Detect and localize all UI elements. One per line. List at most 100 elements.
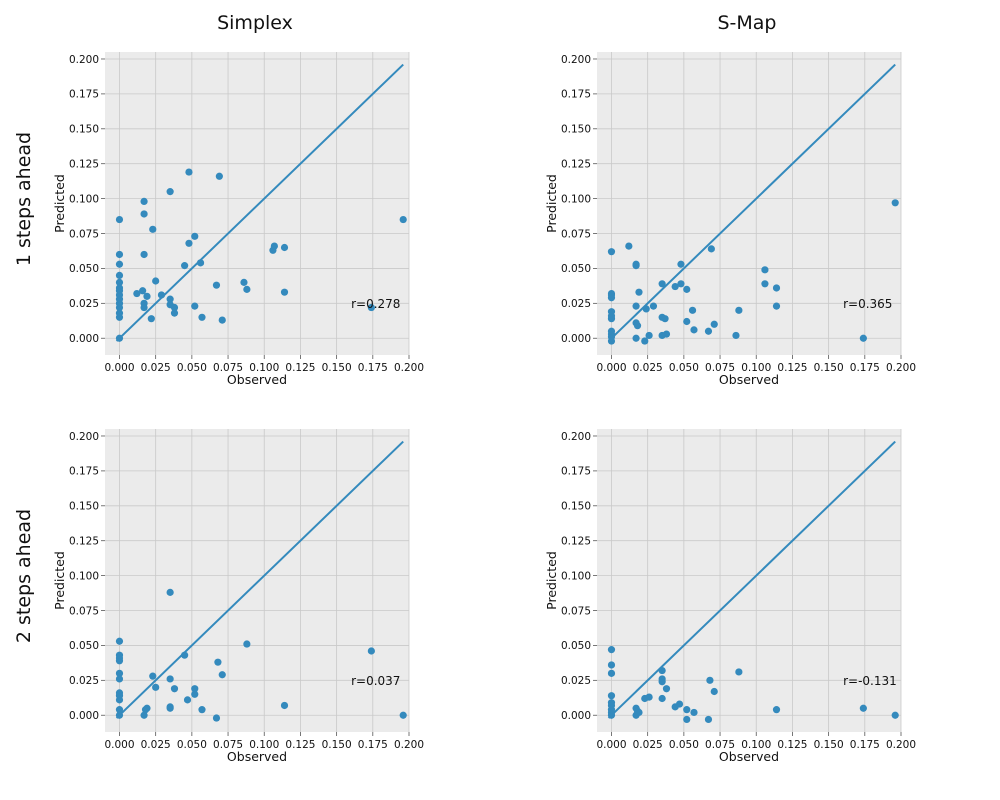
data-point [166,295,174,303]
data-point [115,250,124,259]
y-tick-label: 0.000 [561,710,591,722]
y-tick-label: 0.200 [561,431,591,443]
data-point [243,640,251,648]
data-point [191,232,199,240]
data-point [632,334,640,342]
data-point [185,168,193,176]
data-point [399,215,407,224]
data-point [706,676,714,684]
identity-line [607,63,896,342]
x-axis-label: Observed [719,372,779,387]
data-point [607,646,616,654]
data-point [280,243,289,252]
panel-smap-1-step: 0.000 0.025 0.050 0.075 0.100 0.125 0.150 0.175… [544,52,916,387]
data-point [675,700,684,708]
y-tick-label: 0.075 [561,228,591,240]
x-tick-label: 0.150 [814,739,844,751]
data-point [891,199,899,207]
data-point [761,266,769,274]
y-tick-label: 0.100 [561,193,591,205]
y-tick-label: 0.100 [69,570,99,582]
data-point [658,280,666,288]
x-tick-label: 0.050 [177,739,207,751]
data-point [115,669,124,677]
x-tick-label: 0.175 [850,739,880,751]
data-point [115,651,124,659]
data-point [212,714,221,722]
data-point [170,309,179,317]
x-tick-label: 0.200 [886,362,916,374]
x-tick-label: 0.000 [596,739,626,751]
data-point [607,692,616,700]
y-tick-label: 0.000 [69,710,99,722]
y-tick-label: 0.025 [69,675,99,687]
data-point [632,302,640,310]
data-point [218,316,226,324]
data-point [683,317,691,326]
data-point [772,302,781,310]
data-point [215,172,223,180]
data-point [115,271,124,280]
correlation-annotation: r=-0.131 [843,674,897,688]
data-point [115,689,124,697]
data-point [143,704,151,712]
x-tick-label: 0.100 [741,362,771,374]
data-point [772,706,781,714]
y-tick-label: 0.000 [561,333,591,345]
data-point [607,699,616,707]
data-point [166,704,174,712]
data-point [243,285,251,293]
data-point [149,225,157,233]
data-point [625,242,633,250]
data-point [240,278,248,286]
data-point [735,306,743,314]
x-axis-label: Observed [227,372,287,387]
data-point [280,701,289,710]
correlation-annotation: r=0.365 [843,297,892,311]
x-tick-label: 0.075 [705,362,735,374]
data-point [607,327,616,335]
data-point [115,284,124,292]
y-tick-label: 0.175 [561,466,591,478]
y-tick-label: 0.050 [561,640,591,652]
data-point [772,284,781,292]
y-tick-label: 0.050 [69,263,99,275]
y-tick-label: 0.125 [69,536,99,548]
data-point [642,305,650,313]
data-point [891,711,899,719]
data-point [633,322,642,330]
x-tick-label: 0.050 [669,739,699,751]
y-tick-label: 0.175 [561,89,591,101]
data-point [399,711,407,719]
y-tick-label: 0.075 [69,605,99,617]
y-tick-label: 0.200 [69,431,99,443]
y-tick-label: 0.200 [561,54,591,66]
panel-simplex-2-steps: 0.000 0.025 0.050 0.075 0.100 0.125 0.150 0.175… [52,429,424,764]
x-tick-label: 0.200 [394,739,424,751]
data-point [152,683,160,691]
x-tick-label: 0.200 [886,739,916,751]
data-point [181,651,189,659]
data-point [710,320,718,328]
data-point [761,280,769,288]
y-tick-label: 0.125 [561,536,591,548]
y-tick-label: 0.050 [69,640,99,652]
x-tick-label: 0.125 [777,362,807,374]
x-tick-label: 0.100 [741,739,771,751]
data-point [658,678,666,686]
data-point [704,327,713,335]
data-point [115,711,124,719]
x-tick-label: 0.025 [141,362,171,374]
identity-line [607,440,896,719]
identity-line [115,440,404,719]
x-tick-label: 0.125 [285,739,315,751]
data-point [170,685,179,693]
data-point [115,637,124,645]
data-point [658,666,666,675]
y-tick-label: 0.025 [69,298,99,310]
data-point [196,259,205,267]
y-tick-label: 0.050 [561,263,591,275]
x-tick-label: 0.075 [213,362,243,374]
x-tick-label: 0.000 [596,362,626,374]
